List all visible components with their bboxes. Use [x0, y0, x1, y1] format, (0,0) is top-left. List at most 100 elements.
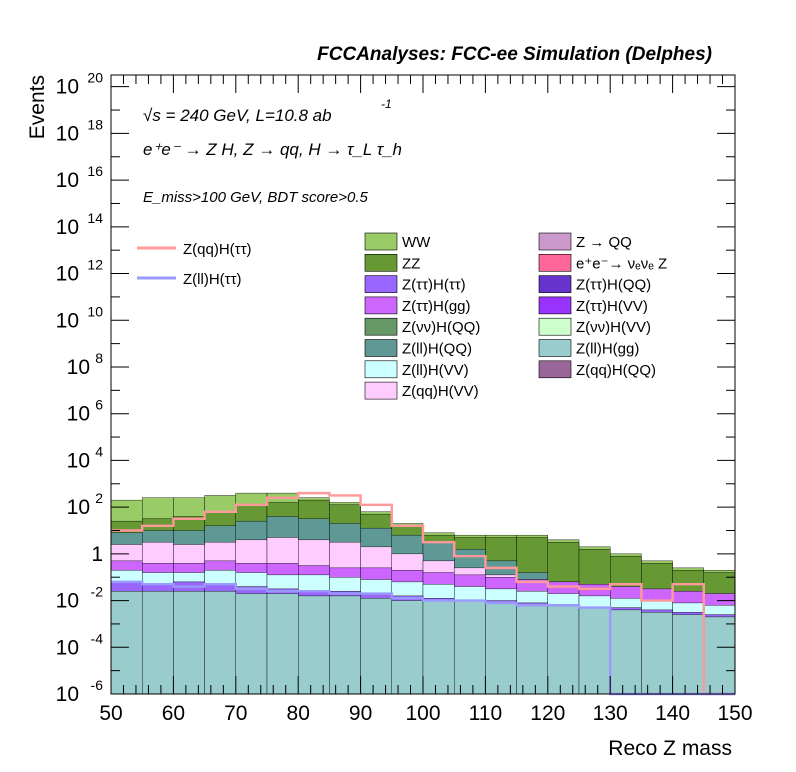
- x-tick-label: 60: [162, 702, 185, 725]
- x-tick-label: 100: [405, 702, 440, 725]
- y-tick-label-base: 10: [56, 683, 79, 706]
- y-tick-label-base: 10: [56, 122, 79, 145]
- stack-layer-7: [110, 591, 736, 695]
- y-tick-label-base: 10: [56, 216, 79, 239]
- annotation-cuts: E_miss>100 GeV, BDT score>0.5: [143, 189, 368, 206]
- stack-bar: [672, 614, 704, 695]
- annotations: √s = 240 GeV, L=10.8 ab -1 e⁺e⁻ → Z H, Z…: [143, 97, 402, 206]
- legend-stack: WW ZZ Z(ττ)H(ττ) Z(ττ)H(gg) Z(νν)H(QQ) Z(ll)H…: [364, 232, 667, 400]
- stack-bar: [610, 609, 642, 695]
- stack-bar: [391, 600, 424, 695]
- y-tick-label-exp: 2: [95, 490, 103, 506]
- y-axis-label: Events: [26, 75, 49, 139]
- stack-bar: [266, 593, 299, 695]
- stack-bar: [454, 600, 486, 695]
- legend-swatch: [364, 275, 398, 293]
- legend-swatch: [538, 232, 572, 251]
- x-axis-label: Reco Z mass: [608, 737, 732, 760]
- y-tick-label-exp: 14: [87, 210, 103, 226]
- legend-label: Z(ττ)H(VV): [576, 298, 648, 315]
- legend-swatch: [364, 317, 398, 336]
- legend-label: Z(ll)H(VV): [402, 362, 469, 379]
- x-tick-label: 130: [593, 702, 628, 725]
- legend-line-label: Z(qq)H(ττ): [183, 241, 252, 258]
- legend-line-label: Z(ll)H(ττ): [183, 271, 242, 288]
- stack-bar: [329, 595, 361, 695]
- legend-swatch: [538, 317, 572, 336]
- legend-swatch: [538, 296, 572, 315]
- y-tick-label-base: 10: [67, 356, 90, 379]
- stack-bar: [173, 591, 205, 695]
- y-tick-label-base: 10: [56, 263, 79, 286]
- y-tick-label-exp: 12: [87, 257, 103, 273]
- stack-bar: [141, 591, 174, 695]
- stack-bar: [360, 598, 393, 695]
- stack-bar: [485, 602, 517, 695]
- legend-swatch: [364, 339, 398, 357]
- legend-swatch: [538, 275, 572, 293]
- y-tick-label-base: 10: [67, 449, 90, 472]
- y-tick-label-exp: -6: [91, 677, 104, 693]
- legend-swatch: [364, 381, 398, 400]
- legend-swatch: [538, 360, 572, 379]
- legend-label: WW: [402, 234, 431, 251]
- x-tick-label: 110: [469, 702, 502, 725]
- y-tick-label-exp: 4: [95, 443, 103, 459]
- legend-label: Z(qq)H(QQ): [576, 362, 656, 379]
- y-tick-label-exp: 20: [87, 70, 103, 86]
- y-tick-label-base: 10: [56, 590, 79, 613]
- annotation-process: e⁺e⁻ → Z H, Z → qq, H → τ_L τ_h: [143, 140, 402, 159]
- legend-swatch: [538, 254, 572, 272]
- legend-swatch: [538, 339, 572, 357]
- stack-bar: [516, 605, 548, 695]
- x-tick-label: 90: [349, 702, 372, 725]
- stack-bar: [422, 600, 455, 695]
- legend-label: Z(qq)H(VV): [402, 383, 479, 400]
- legend-swatch: [364, 360, 398, 379]
- stack-bar: [578, 607, 611, 695]
- legend-swatch: [364, 254, 398, 272]
- x-tick-label: 120: [530, 702, 565, 725]
- stack-bar: [547, 605, 580, 695]
- legend-label: Z(ττ)H(gg): [402, 298, 471, 315]
- annotation-lumi-exponent: -1: [381, 97, 392, 111]
- legend-label: ZZ: [402, 255, 420, 272]
- legend-lines: Z(qq)H(ττ) Z(ll)H(ττ): [137, 241, 252, 288]
- legend-label: Z → QQ: [576, 234, 632, 251]
- legend-label: Z(ll)H(gg): [576, 341, 639, 358]
- legend-swatch: [364, 232, 398, 251]
- x-tick-label: 150: [717, 702, 752, 725]
- y-tick-label-base: 10: [67, 496, 90, 519]
- chart-header: FCCAnalyses: FCC-ee Simulation (Delphes): [317, 44, 712, 65]
- legend-label: Z(νν)H(QQ): [402, 319, 480, 336]
- y-tick-label-exp: 6: [95, 397, 103, 413]
- legend-label: Z(ττ)H(ττ): [402, 277, 466, 294]
- y-tick-label-exp: 16: [87, 163, 103, 179]
- series-line-0: [111, 491, 735, 696]
- legend-label: Z(ττ)H(QQ): [576, 277, 651, 294]
- y-tick-label: 1: [91, 543, 103, 566]
- x-tick-label: 70: [224, 702, 247, 725]
- legend-label: Z(νν)H(VV): [576, 319, 651, 336]
- legend-swatch: [364, 296, 398, 315]
- y-tick-label-exp: 8: [95, 350, 103, 366]
- annotation-energy-lumi: √s = 240 GeV, L=10.8 ab: [143, 106, 332, 125]
- stack-bar: [204, 591, 237, 695]
- y-tick-label-base: 10: [67, 403, 90, 426]
- y-tick-label-exp: 10: [87, 303, 103, 319]
- y-tick-label-base: 10: [56, 309, 79, 332]
- x-tick-label: 50: [99, 702, 122, 725]
- y-tick-label-exp: -4: [91, 630, 104, 646]
- stack-bar: [235, 593, 268, 695]
- stack-bar: [110, 591, 143, 695]
- stack-bar: [298, 595, 330, 695]
- y-tick-label-exp: -2: [91, 584, 104, 600]
- stack-bar: [641, 612, 673, 695]
- y-tick-label-exp: 18: [87, 116, 103, 132]
- legend-label: e⁺e⁻→ νₑνₑ Z: [576, 255, 667, 272]
- y-tick-label-base: 10: [56, 636, 79, 659]
- legend-label: Z(ll)H(QQ): [402, 341, 472, 358]
- y-tick-label-base: 10: [56, 169, 79, 192]
